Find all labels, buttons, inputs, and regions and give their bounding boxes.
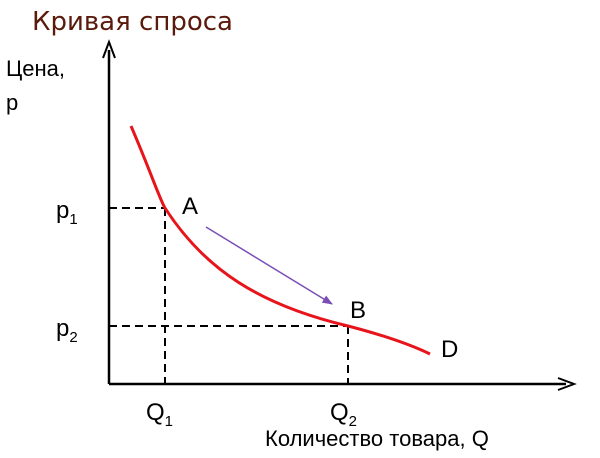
guide-lines xyxy=(109,207,349,384)
quantity-tick-q2: Q2 xyxy=(330,399,357,430)
y-axis-label-line2: р xyxy=(6,90,18,115)
demand-curve xyxy=(129,125,431,356)
x-axis-arrowhead xyxy=(557,377,577,391)
axes xyxy=(102,39,577,391)
point-b-label: B xyxy=(350,297,366,324)
movement-arrow xyxy=(205,226,333,305)
y-axis-arrowhead xyxy=(102,39,116,59)
y-axis-label-line1: Цена, xyxy=(6,56,65,81)
point-a-label: A xyxy=(182,193,198,220)
diagram-title: Кривая спроса xyxy=(32,7,233,37)
curve-d-label: D xyxy=(441,336,458,363)
price-tick-p1: p1 xyxy=(56,197,78,228)
x-axis-label: Количество товара, Q xyxy=(265,426,489,451)
quantity-tick-q1: Q1 xyxy=(146,399,173,430)
price-tick-p2: p2 xyxy=(56,315,78,346)
